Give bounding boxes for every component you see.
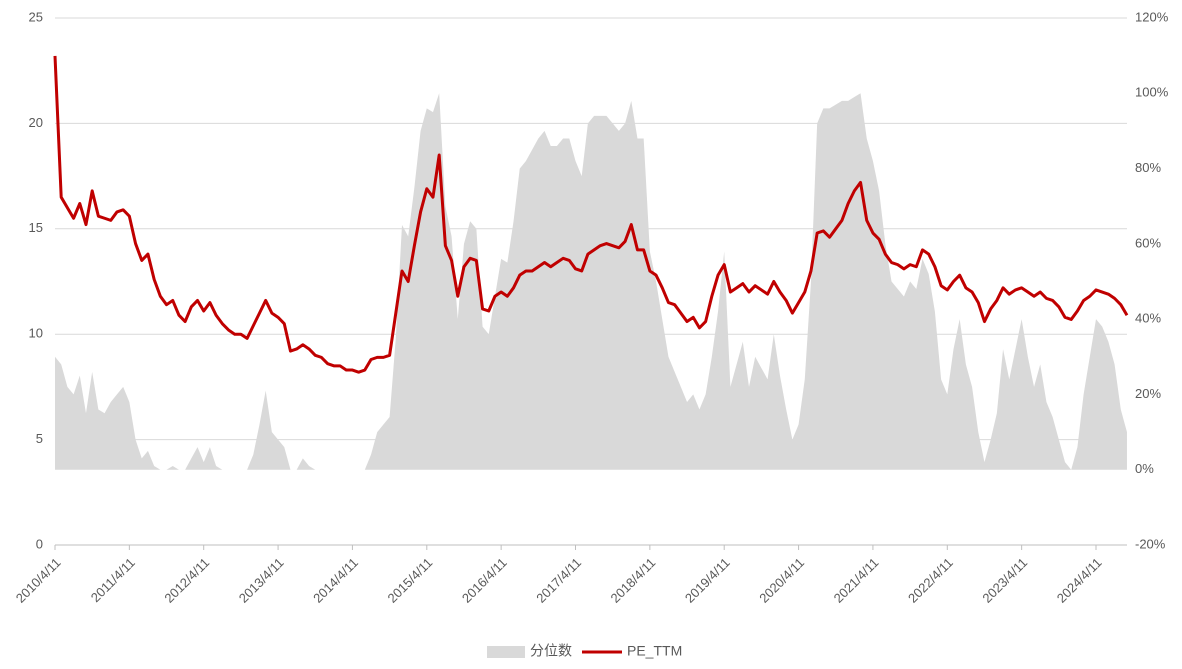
y-tick-label: 10 [29, 326, 43, 341]
x-tick-label: 2016/4/11 [459, 555, 510, 606]
x-tick-label: 2024/4/11 [1054, 555, 1105, 606]
x-tick-label: 2020/4/11 [756, 555, 807, 606]
x-tick-label: 2012/4/11 [161, 555, 212, 606]
x-tick-label: 2023/4/11 [979, 555, 1030, 606]
y2-tick-label: 80% [1135, 160, 1161, 175]
y2-tick-label: 60% [1135, 235, 1161, 250]
x-tick-label: 2010/4/11 [13, 555, 64, 606]
x-tick-label: 2017/4/11 [533, 555, 584, 606]
legend-label: PE_TTM [627, 643, 682, 659]
y2-tick-label: 20% [1135, 386, 1161, 401]
x-tick-label: 2018/4/11 [608, 555, 659, 606]
y-tick-label: 0 [36, 536, 43, 551]
line [53, 55, 1129, 374]
legend-label: 分位数 [530, 643, 572, 659]
y-tick-label: 25 [29, 9, 43, 24]
x-tick-label: 2013/4/11 [236, 555, 287, 606]
x-tick-label: 2014/4/11 [310, 555, 361, 606]
x-tick-label: 2011/4/11 [88, 555, 138, 605]
y-tick-label: 20 [29, 115, 43, 130]
area [55, 93, 1127, 470]
y2-tick-label: -20% [1135, 536, 1166, 551]
y2-tick-label: 120% [1135, 9, 1169, 24]
y-tick-label: 5 [36, 431, 43, 446]
x-tick-label: 2021/4/11 [831, 555, 882, 606]
y2-tick-label: 0% [1135, 461, 1154, 476]
y-tick-label: 15 [29, 220, 43, 235]
x-tick-label: 2015/4/11 [385, 555, 436, 606]
x-tick-label: 2022/4/11 [905, 555, 956, 606]
x-tick-label: 2019/4/11 [682, 555, 733, 606]
legend-swatch [487, 646, 525, 658]
y2-tick-label: 100% [1135, 85, 1169, 100]
y2-tick-label: 40% [1135, 311, 1161, 326]
